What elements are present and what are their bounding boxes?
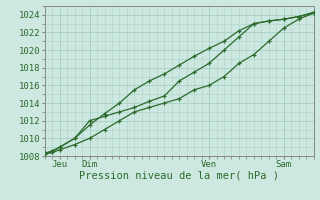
X-axis label: Pression niveau de la mer( hPa ): Pression niveau de la mer( hPa ) (79, 171, 279, 181)
